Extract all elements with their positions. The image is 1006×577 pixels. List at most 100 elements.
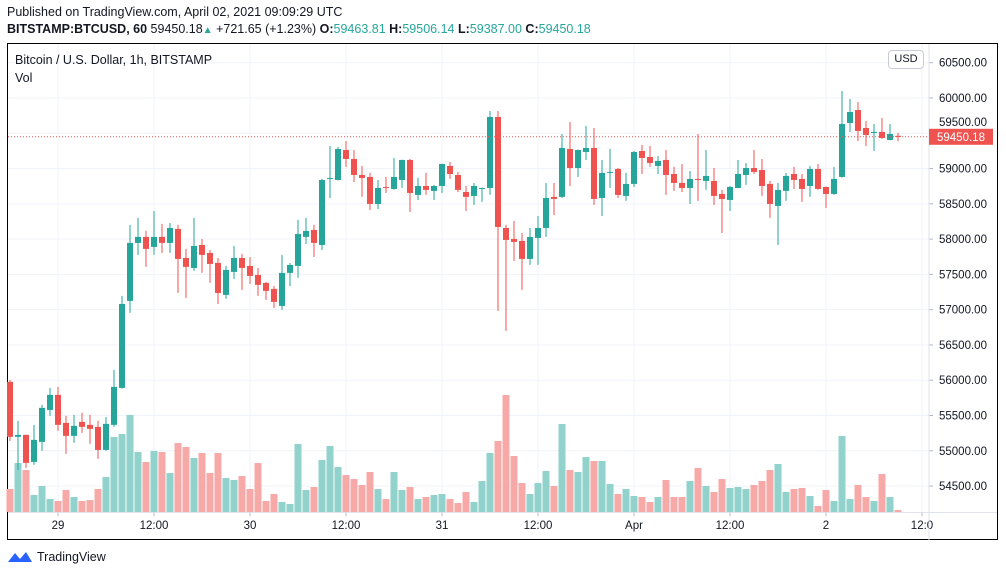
candle-body xyxy=(279,272,285,306)
volume-bar xyxy=(662,480,670,512)
volume-bar xyxy=(678,497,686,512)
candle-body xyxy=(151,236,157,247)
volume-bar xyxy=(702,486,710,512)
volume-bar xyxy=(590,461,598,512)
candle-body xyxy=(79,421,85,427)
volume-bar xyxy=(46,499,54,512)
volume-bar xyxy=(718,479,726,512)
candle-body xyxy=(455,174,461,190)
price-tick-label: 57000.00 xyxy=(939,305,987,317)
time-tick-label: 30 xyxy=(244,520,257,532)
time-tick-label: 12:00 xyxy=(332,520,361,532)
published-line: Published on TradingView.com, April 02, … xyxy=(7,5,343,19)
candle-body xyxy=(567,148,573,168)
volume-bar xyxy=(598,461,606,512)
volume-bar xyxy=(750,485,758,512)
volume-bar xyxy=(158,452,166,512)
volume-bar xyxy=(358,485,366,512)
volume-bar xyxy=(174,443,182,512)
candle-body xyxy=(543,197,549,228)
volume-bar xyxy=(830,501,838,512)
candle-body xyxy=(223,269,229,295)
candle-body xyxy=(623,183,629,196)
volume-bar xyxy=(454,503,462,512)
candle-body xyxy=(391,176,397,189)
candle-body xyxy=(479,187,485,189)
candle-body xyxy=(831,178,837,194)
candle-body xyxy=(383,186,389,188)
volume-bar xyxy=(278,502,286,512)
time-tick-label: 12:00 xyxy=(140,520,169,532)
volume-bar xyxy=(366,472,374,512)
volume-bar xyxy=(166,473,174,512)
candle-body xyxy=(519,240,525,259)
volume-bar xyxy=(142,462,150,512)
candle-body xyxy=(775,189,781,206)
volume-bar xyxy=(294,444,302,512)
volume-bar xyxy=(14,463,22,512)
volume-bar xyxy=(822,490,830,512)
candle-body xyxy=(247,265,253,276)
candle-body xyxy=(15,434,21,437)
volume-bar xyxy=(726,488,734,512)
volume-bar xyxy=(838,436,846,512)
candle-body xyxy=(535,227,541,238)
candle-body xyxy=(335,148,341,180)
candle-body xyxy=(695,178,701,180)
candle-body xyxy=(791,173,797,180)
volume-bar xyxy=(478,481,486,512)
candle-body xyxy=(175,228,181,259)
close-label: C: xyxy=(525,22,539,36)
volume-bar xyxy=(862,497,870,512)
low-label: L: xyxy=(457,22,470,36)
candle-body xyxy=(655,160,661,166)
volume-bar xyxy=(622,489,630,512)
candle-body xyxy=(575,149,581,168)
candle-body xyxy=(287,264,293,273)
up-triangle-icon: ▲ xyxy=(202,25,213,36)
candle-body xyxy=(343,149,349,159)
candle-body xyxy=(559,147,565,197)
candle-body xyxy=(143,236,149,249)
volume-bar xyxy=(422,497,430,512)
symbol-label: BITSTAMP:BTCUSD, 60 xyxy=(7,22,148,36)
volume-bar xyxy=(686,481,694,512)
candle-body xyxy=(863,127,869,135)
candle-body xyxy=(599,172,605,198)
candle-body xyxy=(639,150,645,158)
candle-body xyxy=(239,257,245,268)
volume-bar xyxy=(798,488,806,512)
candle-body xyxy=(783,175,789,191)
candle-body xyxy=(135,236,141,243)
volume-bar xyxy=(382,499,390,512)
candle-body xyxy=(319,179,325,245)
candle-body xyxy=(119,303,125,388)
volume-bar xyxy=(446,499,454,512)
candle-body xyxy=(607,171,613,173)
volume-bar xyxy=(510,456,518,512)
price-tick-label: 57500.00 xyxy=(939,269,987,281)
candle-body xyxy=(527,236,533,259)
candle-body xyxy=(71,425,77,436)
candle-body xyxy=(679,182,685,188)
currency-button[interactable]: USD xyxy=(888,50,924,69)
volume-bar xyxy=(502,395,510,512)
chart-legend: Bitcoin / U.S. Dollar, 1h, BITSTAMP Vol xyxy=(15,53,212,89)
price-tick-label: 60500.00 xyxy=(939,58,987,70)
volume-bar xyxy=(246,489,254,512)
candle-body xyxy=(727,186,733,200)
candle-body xyxy=(439,163,445,186)
volume-bar xyxy=(94,489,102,512)
volume-bar xyxy=(230,480,238,512)
volume-bar xyxy=(542,471,550,512)
candle-body xyxy=(359,174,365,178)
volume-bar xyxy=(302,490,310,512)
volume-bar xyxy=(814,506,822,512)
candle-body xyxy=(855,109,861,131)
volume-bar xyxy=(526,494,534,512)
time-tick-label: 12:00 xyxy=(716,520,745,532)
candle-body xyxy=(631,151,637,184)
candle-body xyxy=(735,173,741,188)
volume-bar xyxy=(118,434,126,512)
